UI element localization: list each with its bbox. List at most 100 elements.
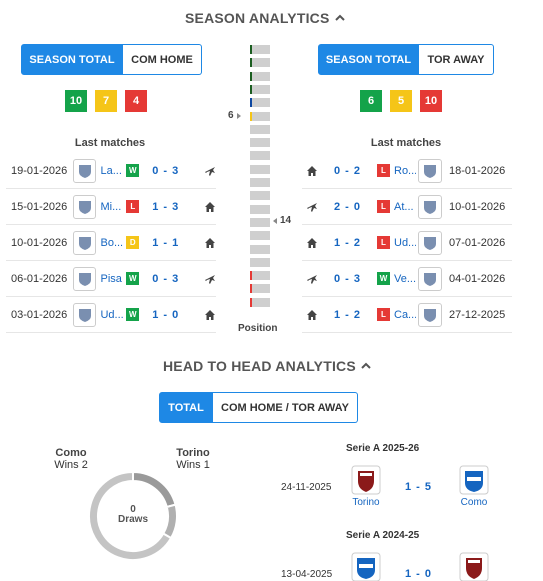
season-analytics-header[interactable]: SEASON ANALYTICS — [185, 10, 345, 26]
match-score[interactable]: 1 - 2 — [334, 236, 362, 249]
position-slot — [250, 231, 270, 240]
match-row[interactable]: 10-01-2026 Bo... D 1 - 1 — [6, 225, 216, 261]
h2h-match-1-date: 24-11-2025 — [281, 482, 332, 493]
h2h-analytics-title: HEAD TO HEAD ANALYTICS — [163, 358, 356, 374]
match-score[interactable]: 0 - 3 — [334, 272, 362, 285]
house-icon — [205, 309, 215, 320]
match-row[interactable]: 06-01-2026 Pisa W 0 - 3 — [6, 261, 216, 297]
tab-h2h-com-home-tor-away[interactable]: COM HOME / TOR AWAY — [213, 392, 358, 423]
team-crest-icon — [424, 272, 436, 286]
opponent-name[interactable]: Ud... — [100, 308, 124, 321]
result-badge: L — [377, 308, 390, 321]
match-row[interactable]: 15-01-2026 Mi... L 1 - 3 — [6, 189, 216, 225]
team-crest-icon — [424, 200, 436, 214]
result-badge: W — [377, 272, 390, 285]
position-slot — [250, 205, 270, 214]
match-score[interactable]: 0 - 2 — [334, 164, 362, 177]
result-badge: L — [377, 236, 390, 249]
away-wins-badge: 6 — [360, 90, 382, 112]
home-last-matches-title: Last matches — [74, 137, 146, 149]
match-row[interactable]: 0 - 3 W Ve... 04-01-2026 — [302, 261, 512, 297]
opponent-name[interactable]: Ro... — [394, 164, 416, 177]
match-row[interactable]: 0 - 2 L Ro... 18-01-2026 — [302, 153, 512, 189]
position-slot — [250, 178, 270, 187]
match-row[interactable]: 03-01-2026 Ud... W 1 - 0 — [6, 297, 216, 333]
opponent-name[interactable]: Ve... — [394, 272, 416, 285]
tab-com-home[interactable]: COM HOME — [123, 44, 202, 75]
match-date: 10-01-2026 — [11, 236, 68, 249]
away-losses-badge: 10 — [420, 90, 442, 112]
result-badge: W — [126, 272, 140, 285]
house-icon — [307, 309, 317, 320]
position-slot — [250, 98, 270, 107]
position-slot — [250, 138, 270, 147]
h2h-match-2-date: 13-04-2025 — [281, 569, 333, 580]
opponent-name[interactable]: Bo... — [100, 236, 124, 249]
team-crest-icon — [424, 236, 436, 250]
h2h-match-2-season: Serie A 2024-25 — [346, 530, 420, 541]
match-score[interactable]: 0 - 3 — [152, 272, 180, 285]
opponent-name[interactable]: Mi... — [100, 200, 122, 213]
match-date: 15-01-2026 — [11, 200, 68, 213]
como-crest-icon — [459, 465, 489, 495]
match-date: 03-01-2026 — [11, 308, 68, 321]
h2h-away-wins: Wins 1 — [176, 459, 210, 471]
match-date: 27-12-2025 — [449, 308, 506, 321]
h2h-draws-count: 0 — [130, 504, 136, 515]
opponent-name[interactable]: Pisa — [100, 272, 122, 285]
position-zone-marker — [250, 112, 252, 121]
h2h-match-1-away: Como — [460, 497, 488, 508]
torino-logo-2 — [459, 552, 489, 581]
position-slot — [250, 245, 270, 254]
team-crest-icon — [424, 164, 436, 178]
chevron-up-icon — [334, 14, 345, 21]
tab-h2h-total[interactable]: TOTAL — [159, 392, 213, 423]
h2h-analytics-header[interactable]: HEAD TO HEAD ANALYTICS — [163, 358, 371, 374]
opponent-logo — [418, 158, 442, 183]
position-zone-marker — [250, 72, 252, 81]
match-score[interactable]: 1 - 3 — [152, 200, 180, 213]
arrow-right-icon — [236, 112, 241, 119]
match-row[interactable]: 1 - 2 L Ud... 07-01-2026 — [302, 225, 512, 261]
away-last-matches-title: Last matches — [370, 137, 442, 149]
opponent-name[interactable]: Ud... — [394, 236, 416, 249]
donut-segment-away-1 — [132, 470, 177, 509]
position-slot — [250, 151, 270, 160]
team-crest-icon — [78, 236, 91, 250]
house-icon — [307, 237, 317, 248]
match-row[interactable]: 19-01-2026 La... W 0 - 3 — [6, 153, 216, 189]
match-score[interactable]: 2 - 0 — [334, 200, 362, 213]
opponent-name[interactable]: At... — [394, 200, 414, 213]
opponent-name[interactable]: Ca... — [394, 308, 416, 321]
result-badge: L — [126, 200, 140, 213]
result-badge: L — [377, 164, 390, 177]
house-icon — [307, 165, 317, 176]
match-date: 19-01-2026 — [11, 164, 68, 177]
tab-home-season-total[interactable]: SEASON TOTAL — [21, 44, 123, 75]
match-row[interactable]: 2 - 0 L At... 10-01-2026 — [302, 189, 512, 225]
away-position-value: 14 — [280, 215, 292, 226]
match-score[interactable]: 1 - 0 — [152, 308, 180, 321]
match-score[interactable]: 1 - 1 — [152, 236, 180, 249]
h2h-match-1-season: Serie A 2025-26 — [346, 443, 420, 454]
position-slot — [250, 112, 270, 121]
position-zone-marker — [250, 58, 252, 67]
home-tabs: SEASON TOTAL COM HOME — [21, 44, 202, 75]
tab-away-season-total[interactable]: SEASON TOTAL — [318, 44, 419, 75]
position-slot — [250, 284, 270, 293]
opponent-logo — [72, 302, 97, 327]
result-badge: L — [377, 200, 390, 213]
away-draws-badge: 5 — [390, 90, 412, 112]
tab-tor-away[interactable]: TOR AWAY — [419, 44, 494, 75]
position-zone-marker — [250, 298, 252, 307]
opponent-name[interactable]: La... — [100, 164, 122, 177]
house-icon — [205, 237, 215, 248]
match-row[interactable]: 1 - 2 L Ca... 27-12-2025 — [302, 297, 512, 333]
match-score[interactable]: 1 - 2 — [334, 308, 362, 321]
position-slot — [250, 298, 270, 307]
opponent-logo — [72, 266, 97, 291]
match-date: 04-01-2026 — [449, 272, 506, 285]
match-score[interactable]: 0 - 3 — [152, 164, 180, 177]
torino-logo — [351, 465, 381, 495]
h2h-home-label: Como Wins 2 — [45, 447, 97, 471]
